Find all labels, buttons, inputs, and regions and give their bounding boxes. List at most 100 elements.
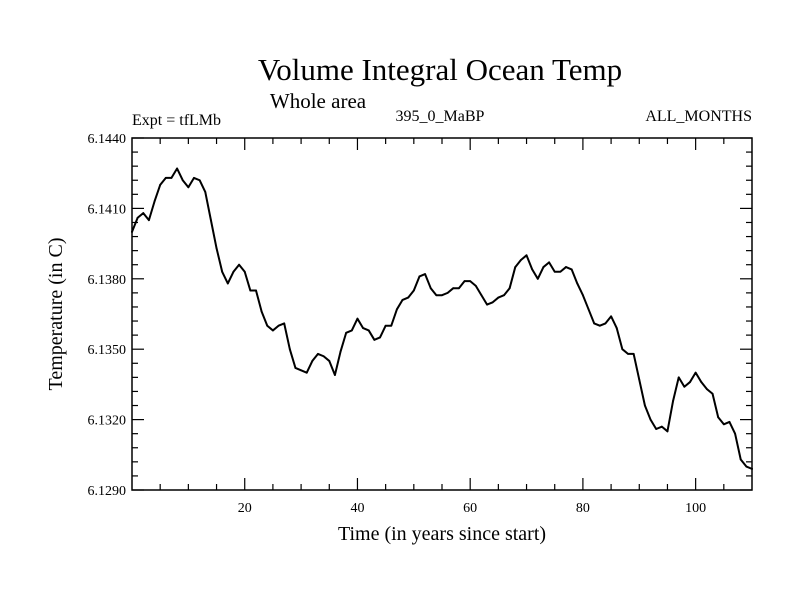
data-point — [587, 308, 590, 311]
data-point — [514, 266, 517, 268]
data-point — [412, 289, 415, 292]
axis-ticks — [132, 137, 752, 491]
data-point — [266, 324, 269, 327]
data-point — [356, 317, 359, 320]
x-tick-label: 100 — [685, 501, 706, 516]
data-point — [751, 467, 753, 470]
period-label: 395_0_MaBP — [396, 108, 485, 125]
y-axis-label: Temperature (in C) — [45, 238, 67, 391]
data-point — [615, 327, 618, 329]
data-point — [142, 212, 145, 214]
axis-tick-labels: 20 40 60 80 100 6.1290 6.1320 6.1350 6.1380 6.141… — [88, 132, 707, 516]
data-point — [474, 284, 477, 287]
data-point — [198, 179, 201, 182]
data-point — [632, 352, 635, 355]
data-point — [221, 270, 224, 273]
data-point — [480, 294, 483, 297]
x-axis-label: Time (in years since start) — [338, 523, 546, 545]
series-points — [131, 167, 753, 470]
data-point — [655, 428, 658, 430]
y-tick-label: 6.1410 — [88, 202, 127, 217]
data-point — [582, 294, 584, 297]
data-point — [272, 329, 274, 332]
data-point — [722, 423, 725, 426]
data-point — [604, 322, 607, 325]
data-point — [148, 219, 150, 222]
x-tick-label: 40 — [350, 501, 364, 516]
x-tick-label: 60 — [463, 501, 477, 516]
data-point — [565, 266, 567, 268]
data-point — [497, 296, 500, 299]
data-point — [570, 268, 573, 271]
data-point — [536, 277, 539, 280]
data-point — [491, 301, 494, 304]
data-point — [469, 280, 472, 283]
plot-frame — [131, 137, 753, 491]
data-point — [300, 369, 302, 372]
data-point — [181, 179, 184, 182]
data-point — [446, 291, 449, 294]
data-point — [334, 374, 336, 376]
data-point — [238, 263, 240, 266]
data-point — [666, 430, 669, 433]
data-point — [317, 352, 319, 355]
data-point — [593, 322, 596, 325]
data-point — [548, 261, 550, 264]
data-point — [243, 270, 246, 273]
data-point — [717, 416, 720, 419]
data-point — [435, 294, 438, 297]
data-point — [350, 329, 353, 332]
data-point — [418, 275, 421, 278]
data-point — [598, 324, 601, 327]
data-point — [367, 329, 370, 332]
data-point — [390, 324, 393, 327]
data-point — [187, 186, 190, 189]
data-point — [226, 282, 229, 285]
months-label: ALL_MONTHS — [645, 108, 752, 125]
data-point — [683, 385, 686, 388]
data-point — [649, 418, 652, 421]
data-point — [153, 200, 156, 203]
data-point — [164, 176, 167, 179]
data-point — [249, 289, 252, 292]
data-point — [305, 371, 308, 374]
chart-subtitle: Whole area — [270, 89, 367, 113]
data-point — [576, 282, 579, 285]
data-point — [204, 191, 207, 193]
data-point — [170, 176, 173, 179]
data-point — [396, 308, 398, 311]
data-point — [176, 167, 178, 170]
data-point — [260, 310, 263, 313]
data-point — [283, 322, 286, 325]
data-point — [452, 287, 455, 290]
data-point — [210, 219, 212, 222]
data-point — [638, 378, 641, 381]
data-point — [700, 381, 703, 383]
data-point — [193, 176, 195, 179]
data-point — [407, 296, 410, 299]
data-point — [644, 404, 646, 407]
y-tick-label: 6.1290 — [88, 484, 127, 499]
data-point — [739, 458, 742, 461]
y-tick-label: 6.1380 — [88, 273, 127, 288]
data-point — [672, 399, 674, 402]
data-point — [627, 352, 629, 355]
data-point — [508, 287, 511, 290]
data-point — [215, 247, 218, 250]
data-point — [424, 273, 426, 276]
data-point — [232, 270, 235, 273]
data-point — [694, 371, 697, 374]
data-point — [159, 184, 162, 186]
data-point — [553, 270, 556, 273]
data-point — [131, 230, 133, 233]
data-point — [463, 280, 466, 283]
data-point — [621, 348, 624, 351]
y-tick-label: 6.1440 — [88, 132, 127, 147]
data-point — [362, 327, 364, 329]
y-tick-label: 6.1320 — [88, 414, 127, 429]
data-point — [525, 254, 528, 257]
data-point — [345, 331, 348, 334]
data-point — [429, 287, 432, 290]
data-point — [711, 392, 714, 395]
data-point — [677, 376, 680, 379]
